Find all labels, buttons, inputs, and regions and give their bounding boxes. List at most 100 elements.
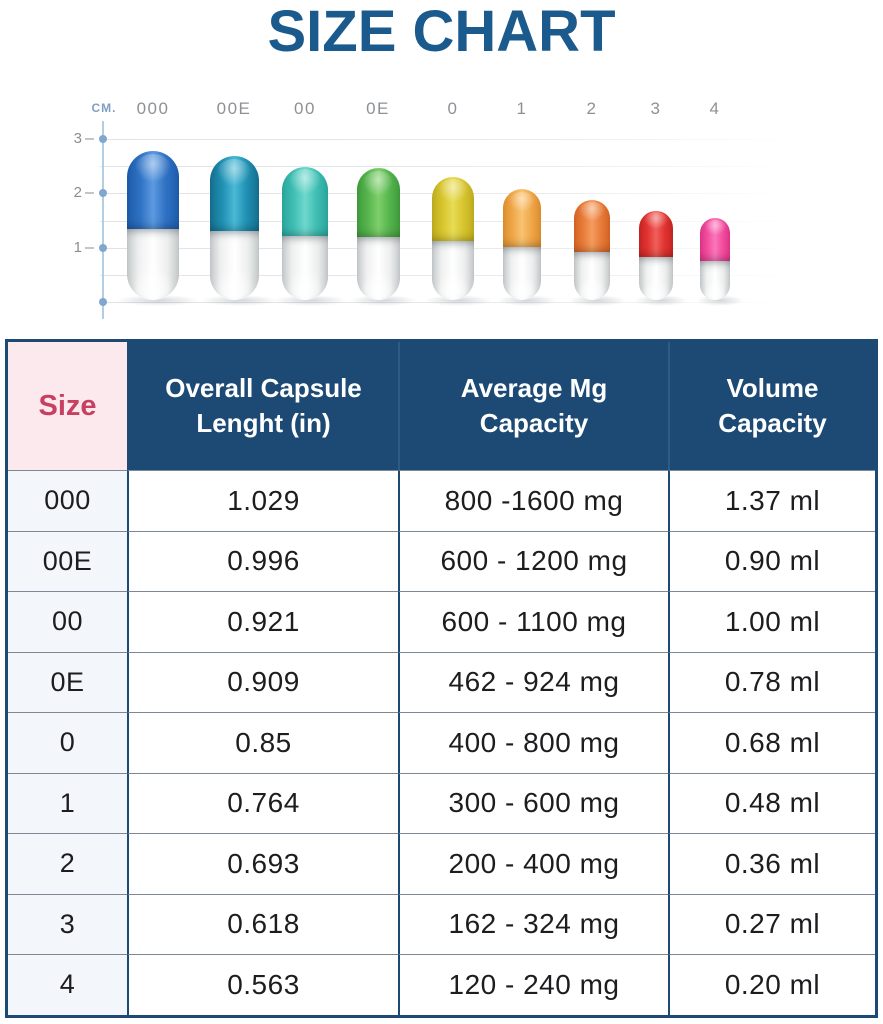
cell-mg-capacity: 120 - 240 mg [398,954,668,1015]
cm-axis-line [102,121,104,319]
cell-length: 0.85 [127,712,398,773]
cell-size: 00E [8,530,127,591]
axis-tick-label: 2 [73,184,82,202]
cell-size: 4 [8,954,127,1015]
capsule-size-label: 0 [447,99,459,118]
cell-size: 00 [8,591,127,652]
cell-length: 0.693 [127,833,398,894]
cell-volume: 0.90 ml [668,530,875,591]
cm-unit-label: CM. [91,101,117,115]
capsule [282,166,328,300]
capsule-cap [356,168,400,237]
axis-dot [99,189,107,198]
cell-size: 0 [8,712,127,773]
cell-length: 0.996 [127,530,398,591]
cell-volume: 0.48 ml [668,772,875,833]
capsule-size-chart: CM. 3 2 1 000 00E 00 0E 0 1 2 3 4 [0,0,883,335]
capsule-body [503,246,541,300]
capsule-body [356,236,400,300]
cell-volume: 0.20 ml [668,954,875,1015]
capsule-size-table: Size Overall Capsule Lenght (in) Average M… [5,339,878,1018]
capsule-size-label: 4 [709,99,721,118]
capsule [356,168,400,300]
capsule-body [574,251,610,300]
capsule-size-label: 00E [216,99,252,118]
cell-size: 2 [8,833,127,894]
header-cell-size: Size [8,342,127,470]
capsule [209,155,259,300]
capsule-shadow [568,295,626,306]
cell-size: 0E [8,651,127,712]
capsule [700,218,730,300]
cell-volume: 1.37 ml [668,470,875,531]
capsule [503,189,541,300]
capsule-shadow [496,295,558,306]
cell-volume: 0.36 ml [668,833,875,894]
capsule-size-label: 000 [136,99,170,118]
capsule-cap [639,210,673,258]
capsule-shadow [199,295,279,306]
capsule-cap [700,218,730,261]
cell-mg-capacity: 462 - 924 mg [398,651,668,712]
axis-tick-dash [85,138,94,140]
cell-size: 1 [8,772,127,833]
cell-mg-capacity: 800 -1600 mg [398,470,668,531]
cell-volume: 0.27 ml [668,893,875,954]
header-cell-volume: Volume Capacity [668,342,875,470]
header-cell-length: Overall Capsule Lenght (in) [127,342,398,470]
capsule-body [282,235,328,300]
capsule-shadow [424,295,492,306]
capsule-shadow [348,295,418,306]
header-cell-mg-capacity: Average Mg Capacity [398,342,668,470]
capsule-size-label: 1 [516,99,528,118]
gridline [100,302,796,303]
axis-tick-label: 3 [73,130,82,147]
capsule [574,199,610,300]
capsule-body [209,230,259,300]
capsule [127,151,179,300]
capsule-body [639,257,673,300]
page-title: SIZE CHART [267,0,616,64]
capsule-size-label: 00 [294,99,316,118]
axis-tick-dash [85,246,94,249]
cell-length: 1.029 [127,470,398,531]
cell-mg-capacity: 600 - 1100 mg [398,591,668,652]
cell-mg-capacity: 600 - 1200 mg [398,530,668,591]
cell-size: 3 [8,893,127,954]
cell-mg-capacity: 162 - 324 mg [398,893,668,954]
capsule-cap [127,151,179,229]
cell-length: 0.618 [127,893,398,954]
axis-dot [99,298,107,306]
capsule-size-label: 2 [586,99,598,118]
cell-length: 0.921 [127,591,398,652]
capsule-shadow [116,295,200,306]
cell-volume: 0.78 ml [668,651,875,712]
capsule-shadow [273,295,347,306]
capsule-cap [282,166,328,236]
axis-dot [99,243,107,252]
capsule-cap [209,155,259,231]
cell-length: 0.764 [127,772,398,833]
capsule-size-label: 3 [650,99,662,118]
cell-mg-capacity: 400 - 800 mg [398,712,668,773]
capsule-shadow [696,295,744,306]
capsule-cap [574,199,610,252]
capsule-cap [432,176,474,241]
cell-volume: 1.00 ml [668,591,875,652]
axis-dot [99,135,107,143]
cell-length: 0.909 [127,651,398,712]
capsule-cap [503,189,541,247]
axis-tick-label: 1 [73,238,82,256]
cell-size: 000 [8,470,127,531]
capsule-body [432,240,474,300]
gridline [100,139,796,140]
capsule-size-label: 0E [366,99,390,118]
cell-mg-capacity: 300 - 600 mg [398,772,668,833]
cell-length: 0.563 [127,954,398,1015]
capsule-shadow [633,295,689,306]
capsule [639,210,673,300]
cell-mg-capacity: 200 - 400 mg [398,833,668,894]
capsule-body [127,228,179,300]
cell-volume: 0.68 ml [668,712,875,773]
